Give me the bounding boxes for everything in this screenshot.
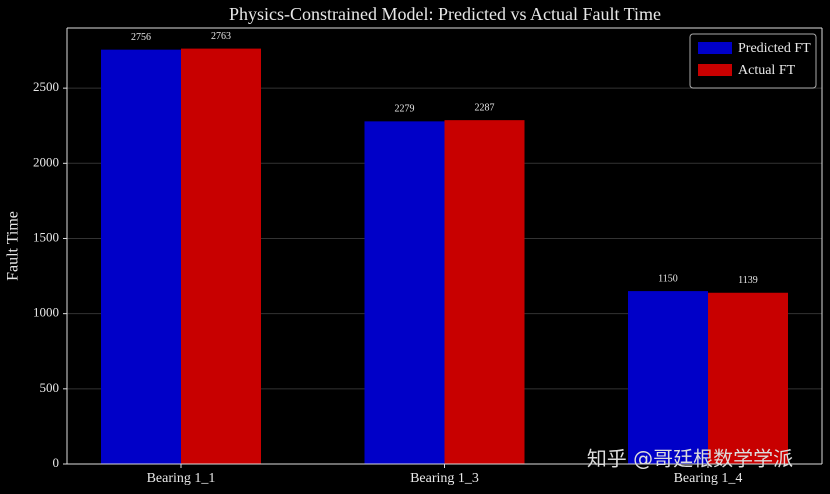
legend-label: Actual FT [738, 63, 796, 78]
y-axis-label: Fault Time [5, 211, 22, 281]
y-tick-label: 500 [40, 380, 60, 395]
bar [628, 291, 708, 464]
y-tick-label: 1000 [33, 305, 59, 320]
y-tick-label: 2500 [33, 79, 59, 94]
chart-title: Physics-Constrained Model: Predicted vs … [229, 4, 661, 24]
value-label: 2763 [211, 31, 231, 42]
bar [364, 121, 445, 464]
value-label: 2287 [475, 102, 495, 113]
x-tick-label: Bearing 1_1 [147, 471, 216, 486]
value-label: 1150 [658, 273, 678, 284]
bar [708, 292, 788, 464]
value-label: 2756 [131, 32, 151, 43]
watermark: 知乎 @哥廷根数学学派 [587, 447, 793, 471]
value-label: 1139 [738, 275, 758, 286]
legend-label: Predicted FT [738, 41, 811, 56]
y-tick-label: 0 [53, 455, 60, 470]
y-tick-label: 2000 [33, 154, 59, 169]
bar [181, 48, 261, 465]
bar [101, 49, 181, 464]
value-label: 2279 [395, 104, 415, 115]
legend-swatch [698, 64, 732, 76]
legend-swatch [698, 42, 732, 54]
x-tick-label: Bearing 1_3 [410, 471, 479, 486]
x-tick-label: Bearing 1_4 [674, 471, 743, 486]
bar [444, 120, 525, 464]
y-tick-label: 1500 [33, 229, 59, 244]
